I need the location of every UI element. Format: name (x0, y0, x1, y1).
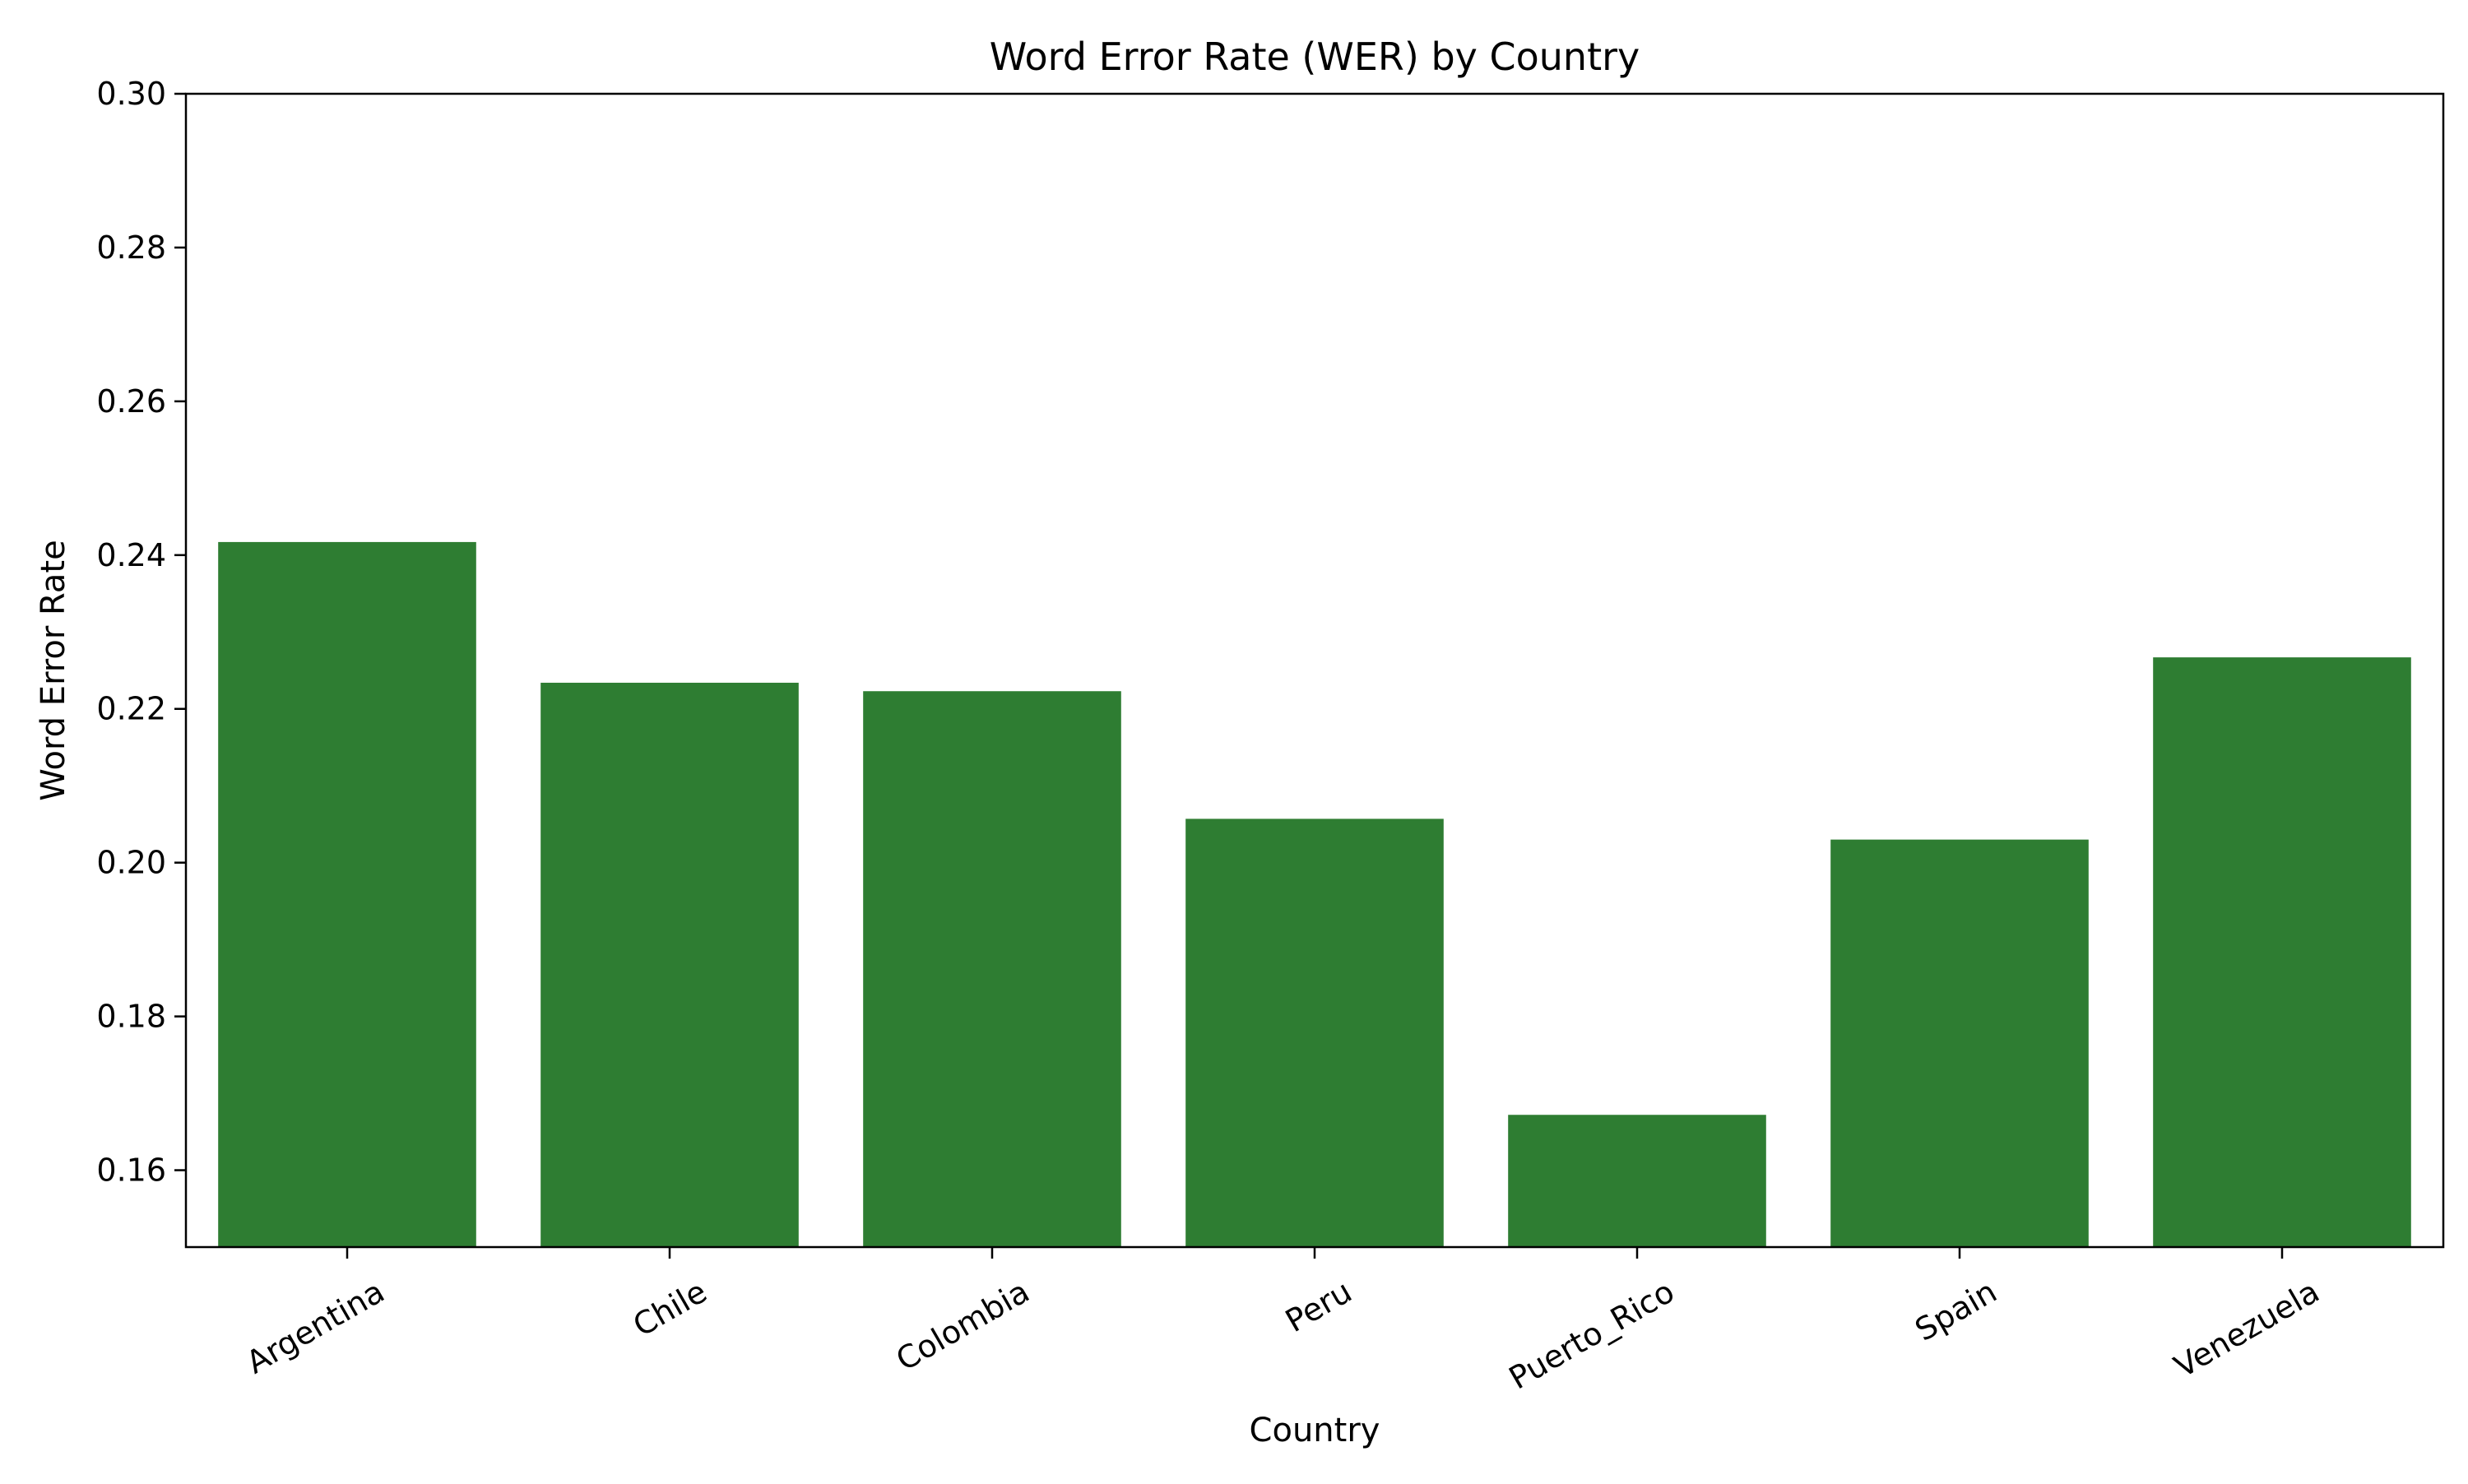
y-tick-label: 0.26 (96, 383, 166, 420)
bar-peru (1185, 819, 1444, 1247)
x-axis-ticks: Argentina Chile Colombia Peru Puerto_Rico Spa… (240, 1247, 2326, 1397)
y-tick-label: 0.24 (96, 537, 166, 573)
y-axis-ticks: 0.16 0.18 0.20 0.22 0.24 0.26 0.28 0.30 (96, 76, 186, 1189)
x-tick-label: Colombia (890, 1273, 1036, 1378)
bar-puerto-rico (1508, 1115, 1766, 1247)
x-tick-label: Peru (1279, 1273, 1357, 1339)
x-axis-label: Country (1250, 1412, 1380, 1449)
x-tick-label: Venezuela (2169, 1273, 2326, 1385)
y-tick-label: 0.18 (96, 999, 166, 1035)
x-tick-label: Spain (1909, 1273, 2003, 1348)
y-tick-label: 0.22 (96, 691, 166, 727)
bar-venezuela (2153, 657, 2411, 1247)
x-tick-label: Argentina (240, 1273, 391, 1381)
y-axis-label: Word Error Rate (35, 540, 72, 800)
x-tick-label: Chile (627, 1273, 712, 1344)
bar-chile (540, 682, 799, 1247)
y-tick-label: 0.16 (96, 1152, 166, 1189)
y-tick-label: 0.20 (96, 845, 166, 881)
bars-layer (218, 541, 2411, 1247)
y-tick-label: 0.30 (96, 76, 166, 112)
bar-argentina (218, 541, 476, 1247)
bar-spain (1830, 839, 2089, 1247)
x-tick-label: Puerto_Rico (1503, 1273, 1681, 1397)
bar-colombia (863, 691, 1121, 1247)
plot-frame (184, 92, 2445, 1249)
chart-title: Word Error Rate (WER) by Country (990, 35, 1640, 79)
y-tick-label: 0.28 (96, 230, 166, 266)
